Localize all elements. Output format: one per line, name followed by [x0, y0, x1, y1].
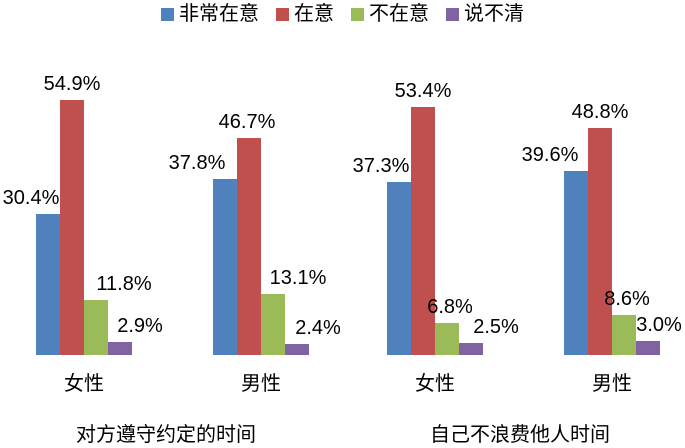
- bar-value-label: 54.9%: [43, 72, 101, 95]
- legend-swatch-icon: [351, 7, 364, 21]
- legend-label: 在意: [294, 3, 334, 25]
- legend-swatch-icon: [446, 7, 459, 21]
- bar-value-label: 48.8%: [571, 101, 629, 124]
- bar-value-label: 30.4%: [2, 186, 60, 209]
- legend-item-2: 在意: [276, 3, 334, 25]
- bar-value-label: 53.4%: [394, 79, 452, 102]
- bar-value-label: 13.1%: [269, 267, 327, 290]
- bar-value-label: 3.0%: [636, 314, 682, 336]
- legend-swatch-icon: [161, 7, 174, 21]
- legend-item-4: 说不清: [446, 3, 524, 25]
- bar-g3-s4: [459, 343, 483, 355]
- category-label-1: 女性: [64, 373, 104, 395]
- bar-value-label: 8.6%: [604, 288, 650, 310]
- legend-label: 说不清: [464, 3, 524, 25]
- bar-g3-s1: [387, 181, 411, 355]
- bar-g2-s1: [213, 179, 237, 355]
- bar-value-label: 2.4%: [295, 316, 341, 339]
- category-label-3: 女性: [415, 373, 455, 395]
- bar-g4-s3: [612, 315, 636, 355]
- legend-item-3: 不在意: [351, 3, 429, 25]
- plot-area: 30.4% 54.9% 11.8% 2.9% 37.8% 46.7% 13.1% 2.4% 37…: [2, 72, 682, 355]
- bar-g1-s3: [84, 300, 108, 355]
- bar-g2-s3: [261, 294, 285, 355]
- bar-g3-s2: [411, 106, 435, 355]
- group-axis-label-2: 自己不浪费他人时间: [430, 424, 610, 446]
- legend-label: 不在意: [369, 3, 429, 25]
- bar-g1-s1: [36, 213, 60, 355]
- bar-value-label: 11.8%: [96, 273, 152, 296]
- bar-value-label: 6.8%: [427, 296, 473, 319]
- category-label-2: 男性: [241, 373, 281, 395]
- bar-value-label: 39.6%: [521, 143, 579, 166]
- bar-g1-s4: [108, 341, 132, 355]
- bar-value-label: 46.7%: [218, 110, 276, 133]
- bar-value-label: 2.9%: [117, 314, 163, 337]
- legend-item-1: 非常在意: [161, 3, 259, 25]
- bar-g2-s4: [285, 343, 309, 355]
- bar-g2-s2: [237, 137, 261, 355]
- bar-g4-s4: [636, 341, 660, 355]
- legend-label: 非常在意: [179, 3, 259, 25]
- bar-g1-s2: [60, 99, 84, 355]
- bar-g3-s3: [435, 323, 459, 355]
- chart-legend: 非常在意 在意 不在意 说不清: [0, 3, 685, 25]
- bar-value-label: 37.8%: [168, 152, 226, 175]
- bar-g4-s1: [564, 170, 588, 355]
- bar-g4-s2: [588, 128, 612, 355]
- category-label-4: 男性: [592, 373, 632, 395]
- legend-swatch-icon: [276, 7, 289, 21]
- bar-value-label: 37.3%: [352, 154, 410, 177]
- group-axis-label-1: 对方遵守约定的时间: [76, 424, 256, 446]
- bar-value-label: 2.5%: [473, 316, 519, 339]
